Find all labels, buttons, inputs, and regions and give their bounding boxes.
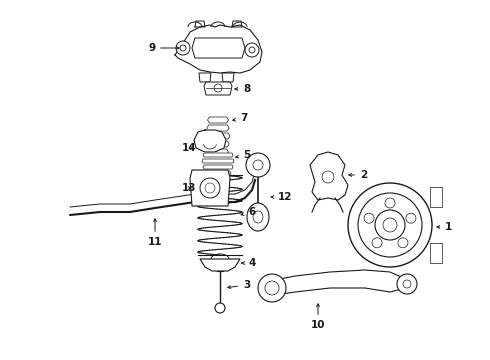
Polygon shape (192, 38, 245, 58)
Circle shape (176, 41, 190, 55)
Text: 9: 9 (148, 43, 179, 53)
Text: 3: 3 (228, 280, 250, 290)
Text: 10: 10 (311, 304, 325, 330)
Text: 6: 6 (241, 207, 255, 217)
Text: 11: 11 (148, 219, 162, 247)
Ellipse shape (247, 203, 269, 231)
Polygon shape (203, 165, 233, 169)
Polygon shape (194, 130, 226, 152)
Circle shape (397, 274, 417, 294)
Polygon shape (310, 152, 348, 200)
Polygon shape (430, 187, 442, 207)
Polygon shape (200, 259, 240, 271)
Circle shape (385, 198, 395, 208)
Text: 8: 8 (235, 84, 250, 94)
Circle shape (215, 303, 225, 313)
Polygon shape (207, 149, 228, 155)
Polygon shape (206, 133, 230, 139)
Circle shape (348, 183, 432, 267)
Text: 4: 4 (242, 258, 255, 268)
Circle shape (364, 213, 374, 223)
Polygon shape (203, 153, 233, 157)
Polygon shape (207, 125, 229, 131)
Circle shape (246, 153, 270, 177)
Polygon shape (207, 117, 228, 123)
Polygon shape (202, 159, 234, 163)
Circle shape (245, 43, 259, 57)
Text: 1: 1 (437, 222, 452, 232)
Polygon shape (204, 82, 232, 95)
Circle shape (372, 238, 382, 248)
Text: 7: 7 (233, 113, 247, 123)
Circle shape (258, 274, 286, 302)
Text: 12: 12 (271, 192, 293, 202)
Polygon shape (199, 73, 211, 82)
Text: 5: 5 (236, 150, 250, 160)
Text: 14: 14 (182, 143, 196, 153)
Circle shape (406, 213, 416, 223)
Polygon shape (270, 270, 408, 295)
Polygon shape (209, 183, 227, 187)
Polygon shape (222, 73, 234, 82)
Polygon shape (207, 141, 229, 147)
Polygon shape (175, 25, 262, 73)
Circle shape (398, 238, 408, 248)
Polygon shape (190, 170, 230, 206)
Polygon shape (205, 171, 231, 175)
Text: 13: 13 (182, 183, 196, 193)
Polygon shape (207, 177, 229, 181)
Polygon shape (430, 243, 442, 263)
Text: 2: 2 (349, 170, 367, 180)
